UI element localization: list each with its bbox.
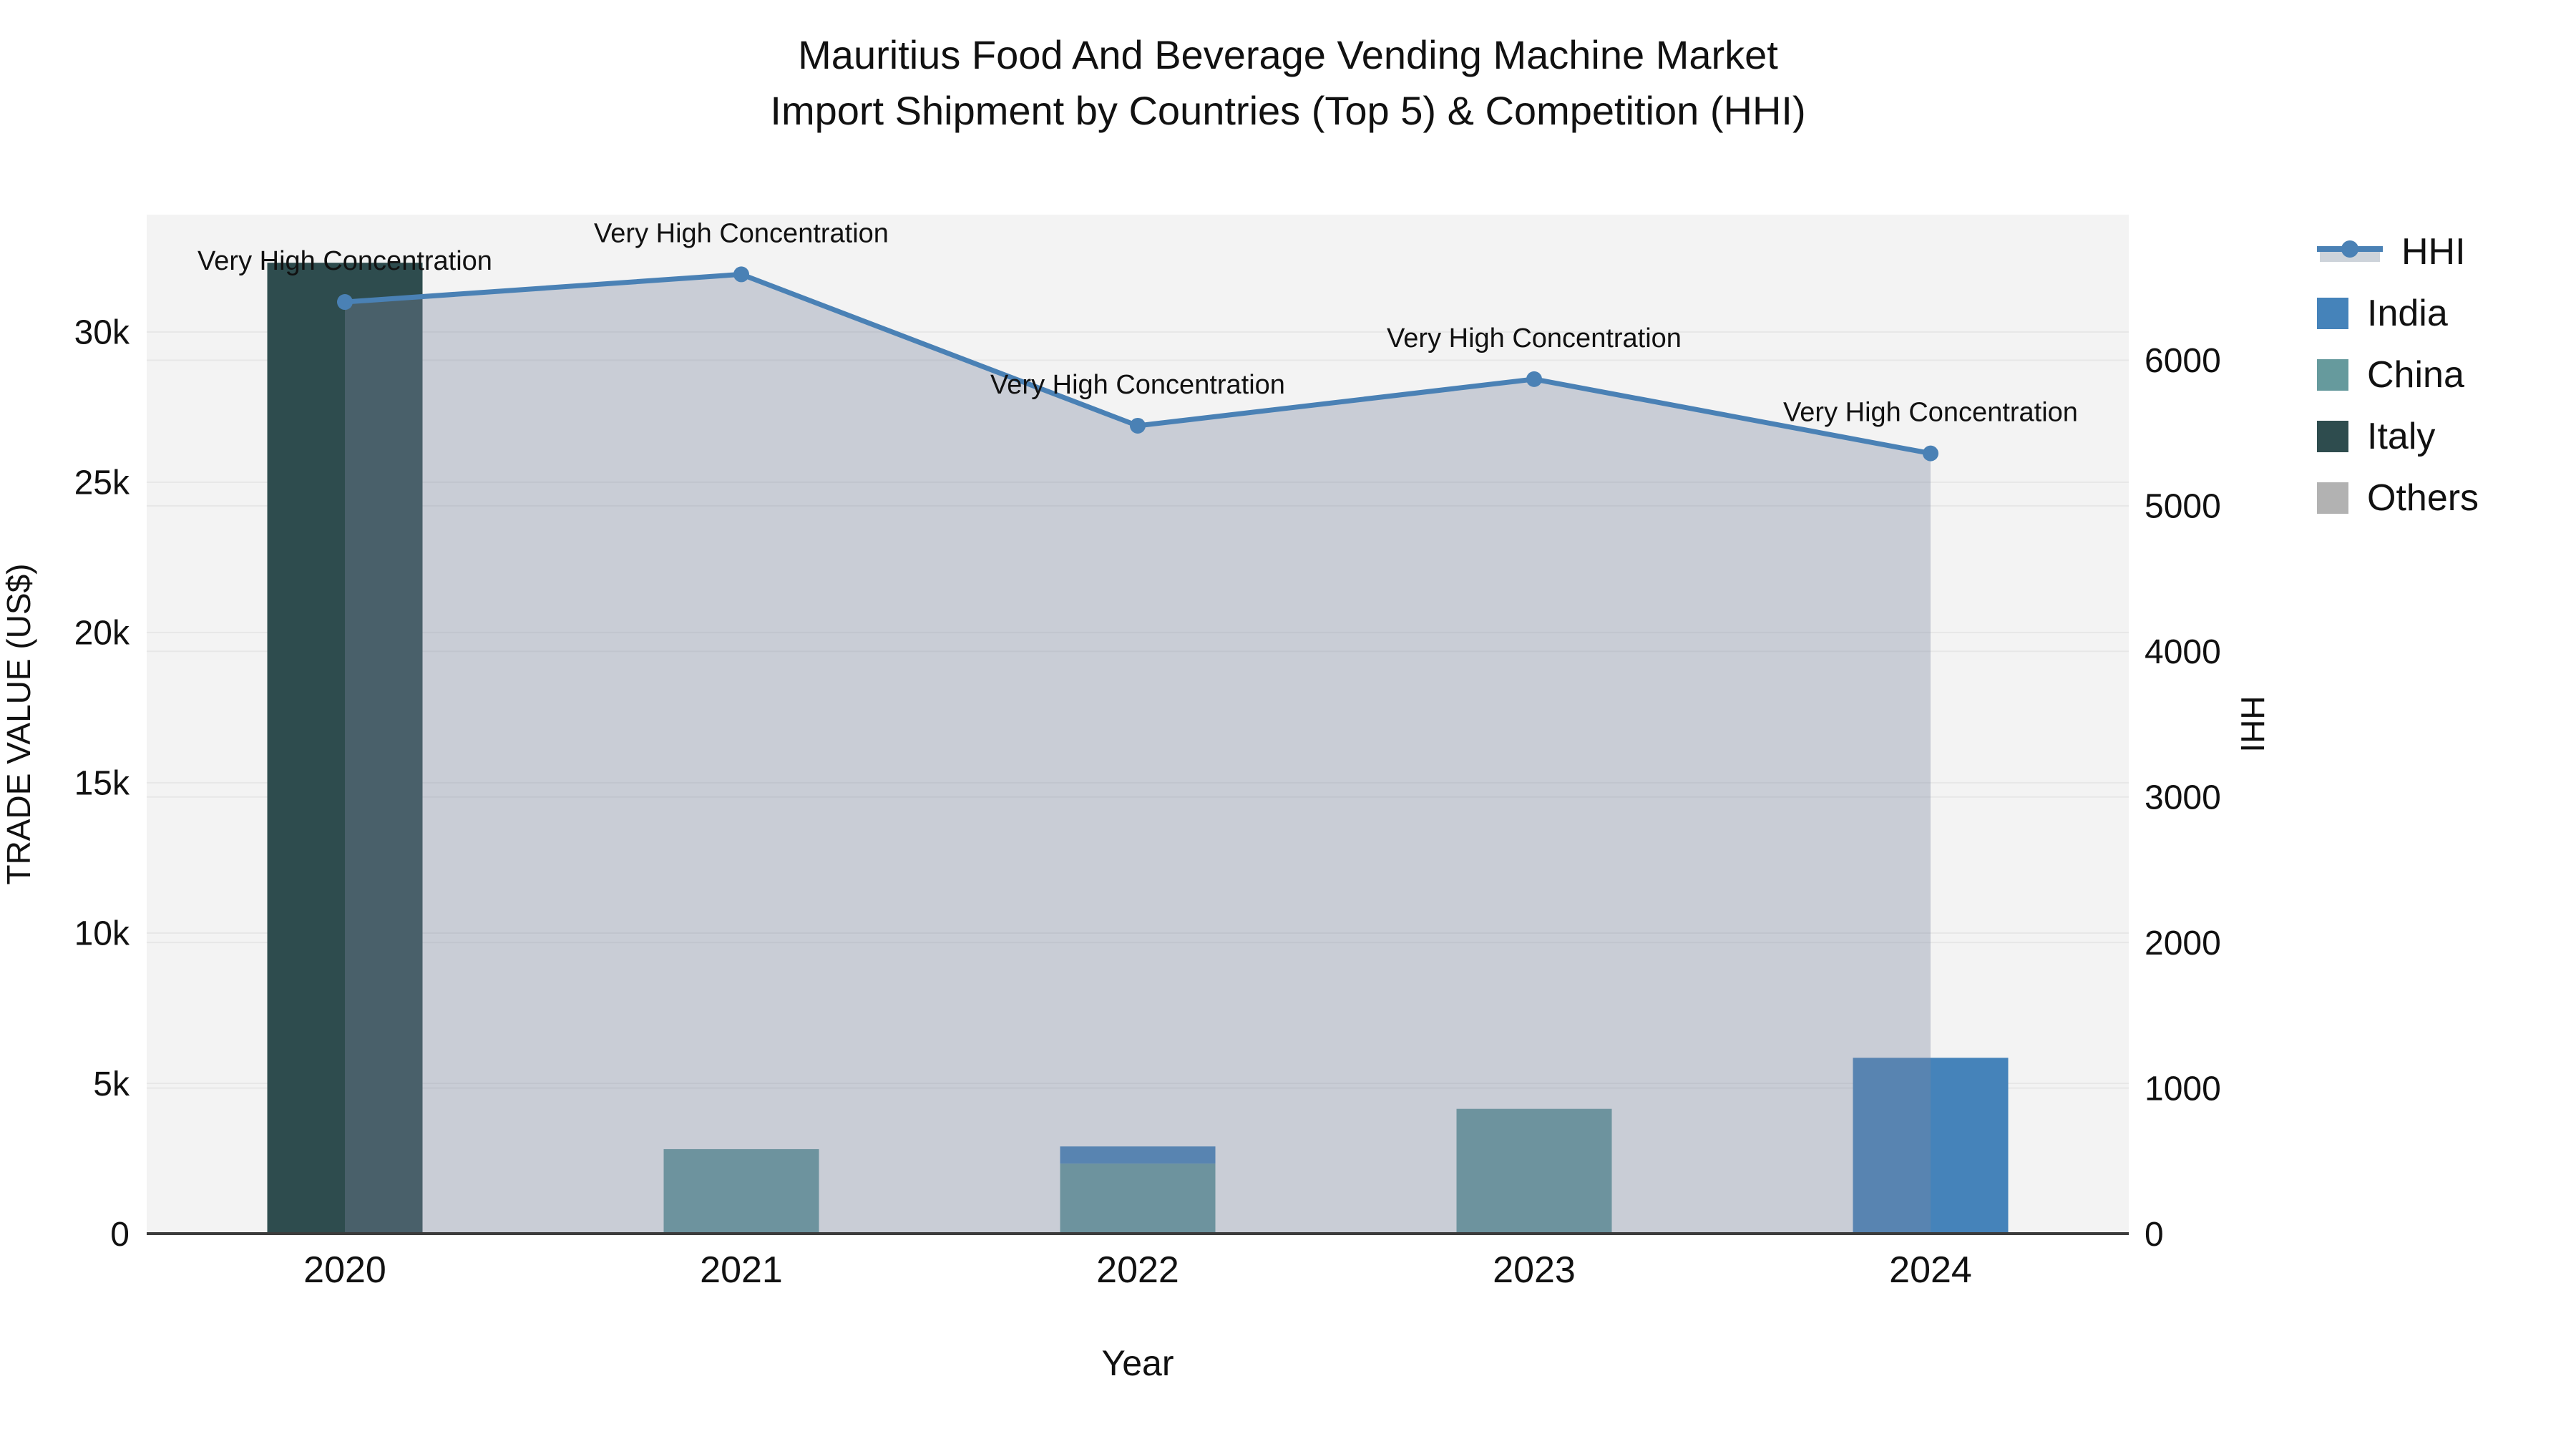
left-tick-label: 25k xyxy=(74,464,130,502)
bar-china-2021 xyxy=(663,1148,819,1234)
others-swatch-icon xyxy=(2317,482,2348,514)
legend-label: Italy xyxy=(2367,416,2436,457)
left-tick-label: 10k xyxy=(74,915,130,953)
legend-item-india[interactable]: India xyxy=(2317,292,2479,335)
hhi-area-fill xyxy=(345,274,1931,1234)
hhi-line-swatch-icon xyxy=(2317,240,2383,262)
chart-title: Mauritius Food And Beverage Vending Mach… xyxy=(798,32,1778,77)
left-tick-label: 0 xyxy=(110,1216,130,1254)
hhi-marker-2023 xyxy=(1526,371,1542,387)
hhi-marker-2024 xyxy=(1923,445,1938,462)
x-axis-title: Year xyxy=(1101,1343,1174,1383)
bar-china-2022 xyxy=(1060,1163,1216,1234)
left-axis-title: TRADE VALUE (US$) xyxy=(0,563,37,884)
annotation-2021: Very High Concentration xyxy=(594,218,889,248)
annotation-2020: Very High Concentration xyxy=(197,246,492,276)
right-tick-label: 3000 xyxy=(2145,779,2221,817)
chart-subtitle: Import Shipment by Countries (Top 5) & C… xyxy=(770,88,1806,133)
annotation-2022: Very High Concentration xyxy=(990,370,1285,400)
legend: HHI India China Italy Others xyxy=(2317,230,2479,519)
hhi-marker-2022 xyxy=(1130,417,1146,434)
bar-china-2023 xyxy=(1456,1108,1612,1234)
right-tick-label: 1000 xyxy=(2145,1070,2221,1108)
x-tick-label-2020: 2020 xyxy=(303,1249,386,1291)
legend-item-italy[interactable]: Italy xyxy=(2317,415,2479,458)
right-tick-label: 5000 xyxy=(2145,488,2221,526)
left-tick-label: 5k xyxy=(93,1065,130,1103)
annotation-2023: Very High Concentration xyxy=(1387,323,1682,353)
x-tick-label-2022: 2022 xyxy=(1096,1249,1179,1291)
x-tick-label-2023: 2023 xyxy=(1493,1249,1576,1291)
x-tick-label-2021: 2021 xyxy=(700,1249,783,1291)
right-tick-label: 4000 xyxy=(2145,633,2221,671)
legend-label: HHI xyxy=(2401,231,2466,273)
legend-label: Others xyxy=(2367,477,2479,519)
right-tick-label: 6000 xyxy=(2145,342,2221,380)
right-tick-label: 2000 xyxy=(2145,924,2221,962)
right-axis-title: HHI xyxy=(2234,696,2271,752)
plot-area xyxy=(147,215,2129,1234)
title-block: Mauritius Food And Beverage Vending Mach… xyxy=(0,27,2576,139)
left-tick-label: 30k xyxy=(74,314,130,352)
legend-item-china[interactable]: China xyxy=(2317,353,2479,396)
legend-label: China xyxy=(2367,354,2464,396)
hhi-marker-2020 xyxy=(337,294,353,311)
bar-india-2022 xyxy=(1060,1146,1216,1164)
legend-item-others[interactable]: Others xyxy=(2317,477,2479,519)
bar-india-2024 xyxy=(1853,1058,2009,1234)
left-tick-label: 15k xyxy=(74,765,130,803)
legend-label: India xyxy=(2367,293,2448,334)
legend-item-hhi[interactable]: HHI xyxy=(2317,230,2479,273)
china-swatch-icon xyxy=(2317,359,2348,391)
india-swatch-icon xyxy=(2317,298,2348,329)
right-tick-label: 0 xyxy=(2145,1216,2164,1254)
bar-italy-2020 xyxy=(267,263,423,1234)
hhi-marker-2021 xyxy=(733,266,749,283)
x-tick-label-2024: 2024 xyxy=(1889,1249,1972,1291)
left-tick-label: 20k xyxy=(74,615,130,653)
italy-swatch-icon xyxy=(2317,421,2348,452)
annotation-2024: Very High Concentration xyxy=(1783,398,2078,428)
